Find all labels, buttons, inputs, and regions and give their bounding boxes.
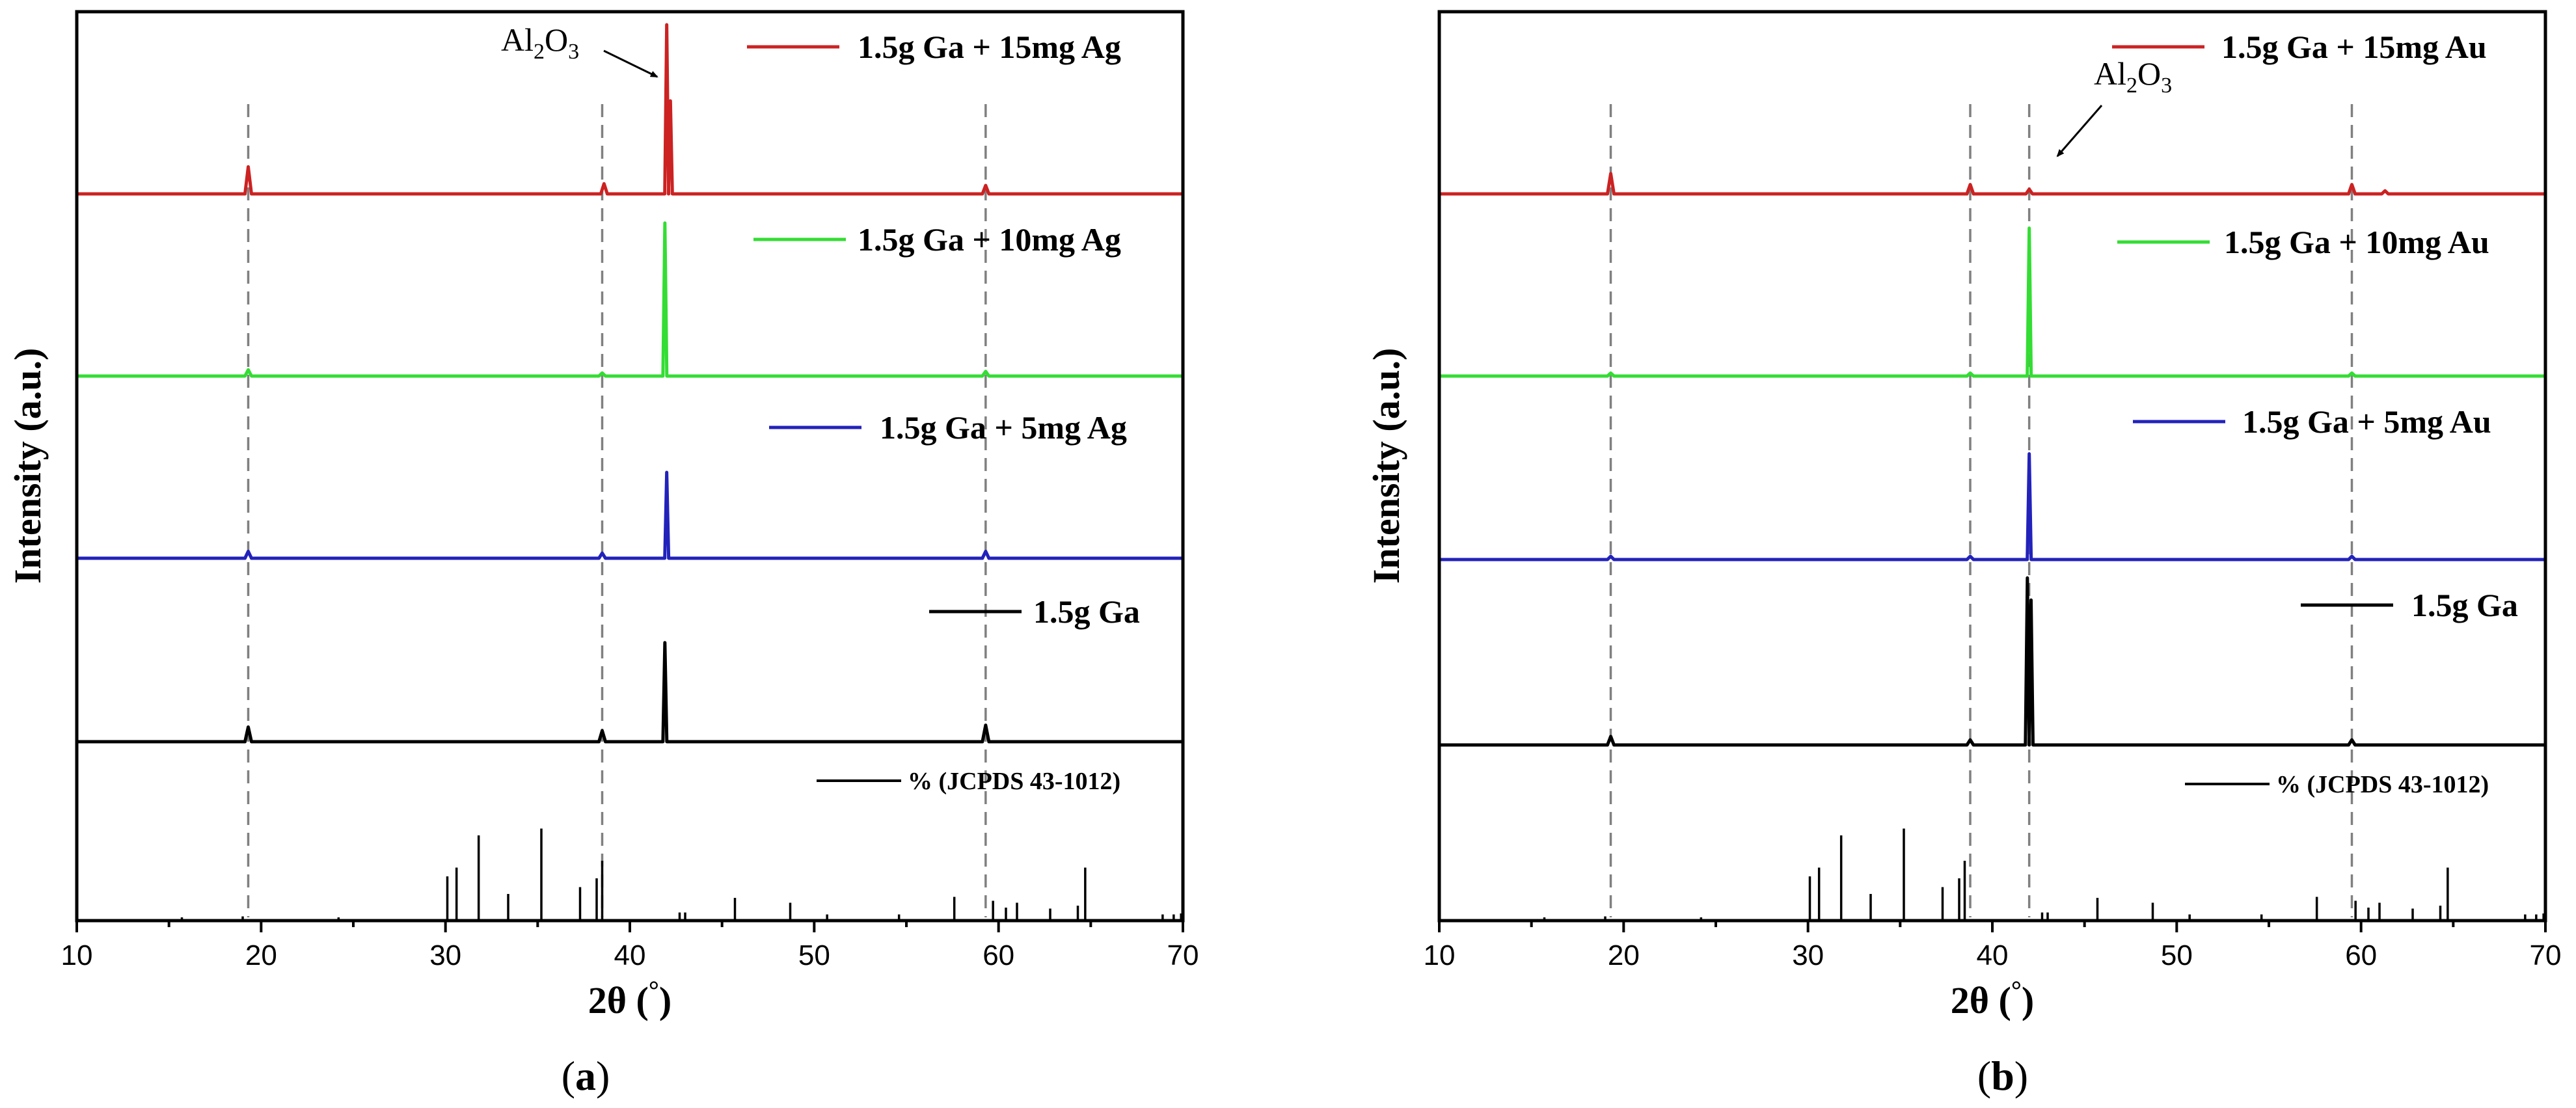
series-3-trace — [77, 470, 1183, 560]
x-tick-label: 50 — [798, 939, 830, 971]
panel-b: 1.5g Ga + 15mg Au 1.5g Ga + 10mg Au 1.5g G… — [1365, 10, 2562, 1099]
x-tick-label: 10 — [61, 939, 93, 971]
legend-label: 1.5g Ga + 10mg Ag — [858, 221, 1121, 258]
x-tick-label: 10 — [1424, 939, 1456, 971]
legend-label: 1.5g Ga — [1033, 593, 1140, 630]
x-tick-label: 60 — [2345, 939, 2377, 971]
panel-a: 1.5g Ga + 15mg Ag 1.5g Ga + 10mg Ag 1.5g G… — [7, 10, 1199, 1099]
x-tick-label: 50 — [2161, 939, 2193, 971]
x-tick-label: 70 — [2530, 939, 2562, 971]
x-tick-label: 30 — [1792, 939, 1824, 971]
legend-label: 1.5g Ga + 10mg Au — [2224, 224, 2489, 260]
reference-legend-label: % (JCPDS 43-1012) — [908, 768, 1120, 795]
reference-legend-label: % (JCPDS 43-1012) — [2276, 771, 2489, 798]
y-axis-label: Intensity (a.u.) — [1365, 348, 1407, 584]
x-tick-label: 60 — [983, 939, 1014, 971]
series-1-trace — [77, 23, 1183, 196]
series-4-trace — [77, 641, 1183, 744]
legend-label: 1.5g Ga + 15mg Au — [2221, 29, 2487, 65]
legend-label: 1.5g Ga + 5mg Ag — [880, 409, 1127, 446]
legend-label: 1.5g Ga — [2411, 587, 2518, 623]
x-tick-label: 70 — [1167, 939, 1199, 971]
series-2-trace — [1439, 226, 2545, 378]
panel-caption: (a) — [562, 1053, 610, 1099]
x-tick-label: 20 — [1608, 939, 1640, 971]
series-3-trace — [1439, 452, 2545, 561]
series-4-trace — [1439, 576, 2545, 747]
x-tick-label: 20 — [245, 939, 277, 971]
x-tick-label: 40 — [614, 939, 646, 971]
series-2-trace — [77, 221, 1183, 378]
x-tick-label: 40 — [1977, 939, 2009, 971]
al2o3-annotation: Al2O3 — [2094, 55, 2172, 98]
annotation-arrow — [2056, 105, 2103, 157]
al2o3-annotation: Al2O3 — [501, 21, 579, 64]
panel-caption: (b) — [1977, 1053, 2028, 1099]
y-axis-label: Intensity (a.u.) — [7, 348, 49, 584]
x-axis-label: 2θ (°) — [588, 975, 671, 1021]
x-axis-label: 2θ (°) — [1951, 975, 2034, 1021]
legend-label: 1.5g Ga + 5mg Au — [2242, 403, 2491, 440]
legend-label: 1.5g Ga + 15mg Ag — [858, 29, 1121, 65]
series-1-trace — [1439, 172, 2545, 196]
annotation-arrow — [603, 49, 658, 78]
x-tick-label: 30 — [429, 939, 461, 971]
